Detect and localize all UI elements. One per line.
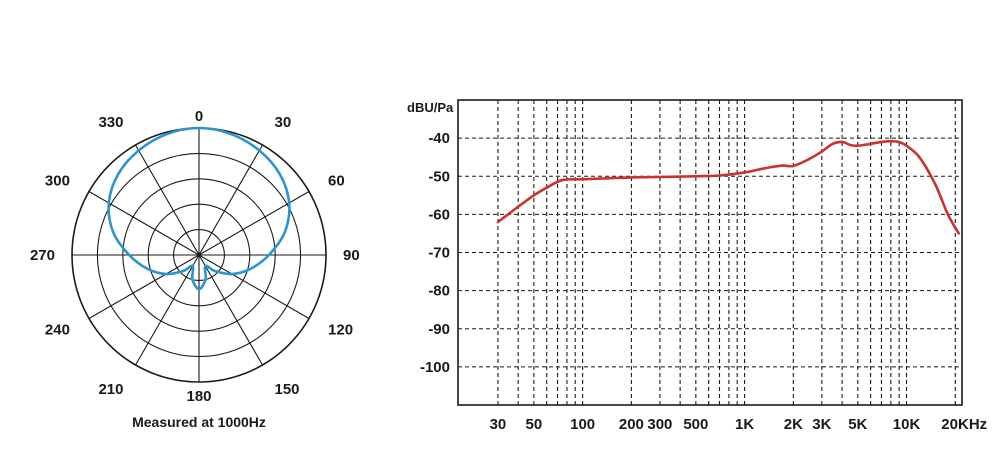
- x-tick-label: 2K: [784, 416, 803, 433]
- y-tick-label: -60: [428, 206, 450, 223]
- x-tick-label: 30: [490, 416, 507, 433]
- polar-angle-label: 180: [186, 388, 211, 405]
- x-tick-label: 100: [570, 416, 595, 433]
- polar-angle-label: 90: [343, 247, 360, 264]
- polar-angle-label: 270: [30, 247, 55, 264]
- frequency-series-line: [496, 139, 961, 235]
- polar-angle-label: 120: [328, 322, 353, 339]
- x-tick-label: 3K: [812, 416, 831, 433]
- polar-angle-label: 300: [45, 173, 70, 190]
- polar-series: [107, 126, 291, 291]
- y-tick-label: -50: [428, 168, 450, 185]
- x-tick-label: 500: [683, 416, 708, 433]
- polar-series-line: [107, 126, 291, 291]
- x-tick-label: 50: [526, 416, 543, 433]
- polar-angle-label: 0: [195, 108, 203, 125]
- polar-angle-label: 240: [45, 322, 70, 339]
- polar-spoke: [135, 144, 263, 366]
- y-tick-label: -90: [428, 321, 450, 338]
- polar-angle-label: 60: [328, 173, 345, 190]
- y-tick-labels: -40 -50 -60 -70 -80 -90 -100: [420, 130, 450, 376]
- y-tick-label: -80: [428, 283, 450, 300]
- frequency-grid: [458, 100, 962, 405]
- polar-grid: [71, 127, 327, 383]
- polar-caption: Measured at 1000Hz: [132, 414, 266, 430]
- x-tick-label: 300: [647, 416, 672, 433]
- frequency-series: [496, 139, 961, 235]
- polar-angle-label: 30: [275, 114, 292, 131]
- polar-angle-label: 330: [98, 114, 123, 131]
- polar-pattern-chart: 0 30 60 90 120 150 180 210 240 270 300 330 Measured…: [30, 108, 360, 430]
- x-tick-labels: 30 50 100 200 300 500 1K 2K 3K 5K 10K 20KHz: [490, 416, 988, 433]
- frequency-response-chart: -40 -50 -60 -70 -80 -90 -100 30 50 100 200 300 500 1…: [407, 99, 988, 433]
- x-tick-label: 200: [619, 416, 644, 433]
- y-tick-label: -100: [420, 359, 450, 376]
- plot-frame: [457, 99, 963, 406]
- polar-angle-labels: 0 30 60 90 120 150 180 210 240 270 300 330: [30, 108, 360, 405]
- x-tick-label: 20KHz: [941, 416, 987, 433]
- polar-angle-label: 210: [98, 381, 123, 398]
- y-tick-label: -40: [428, 130, 450, 147]
- y-tick-label: -70: [428, 245, 450, 262]
- y-axis-label: dBU/Pa: [407, 100, 454, 115]
- polar-angle-label: 150: [275, 381, 300, 398]
- x-tick-label: 5K: [848, 416, 867, 433]
- x-tick-label: 10K: [893, 416, 921, 433]
- x-tick-label: 1K: [735, 416, 754, 433]
